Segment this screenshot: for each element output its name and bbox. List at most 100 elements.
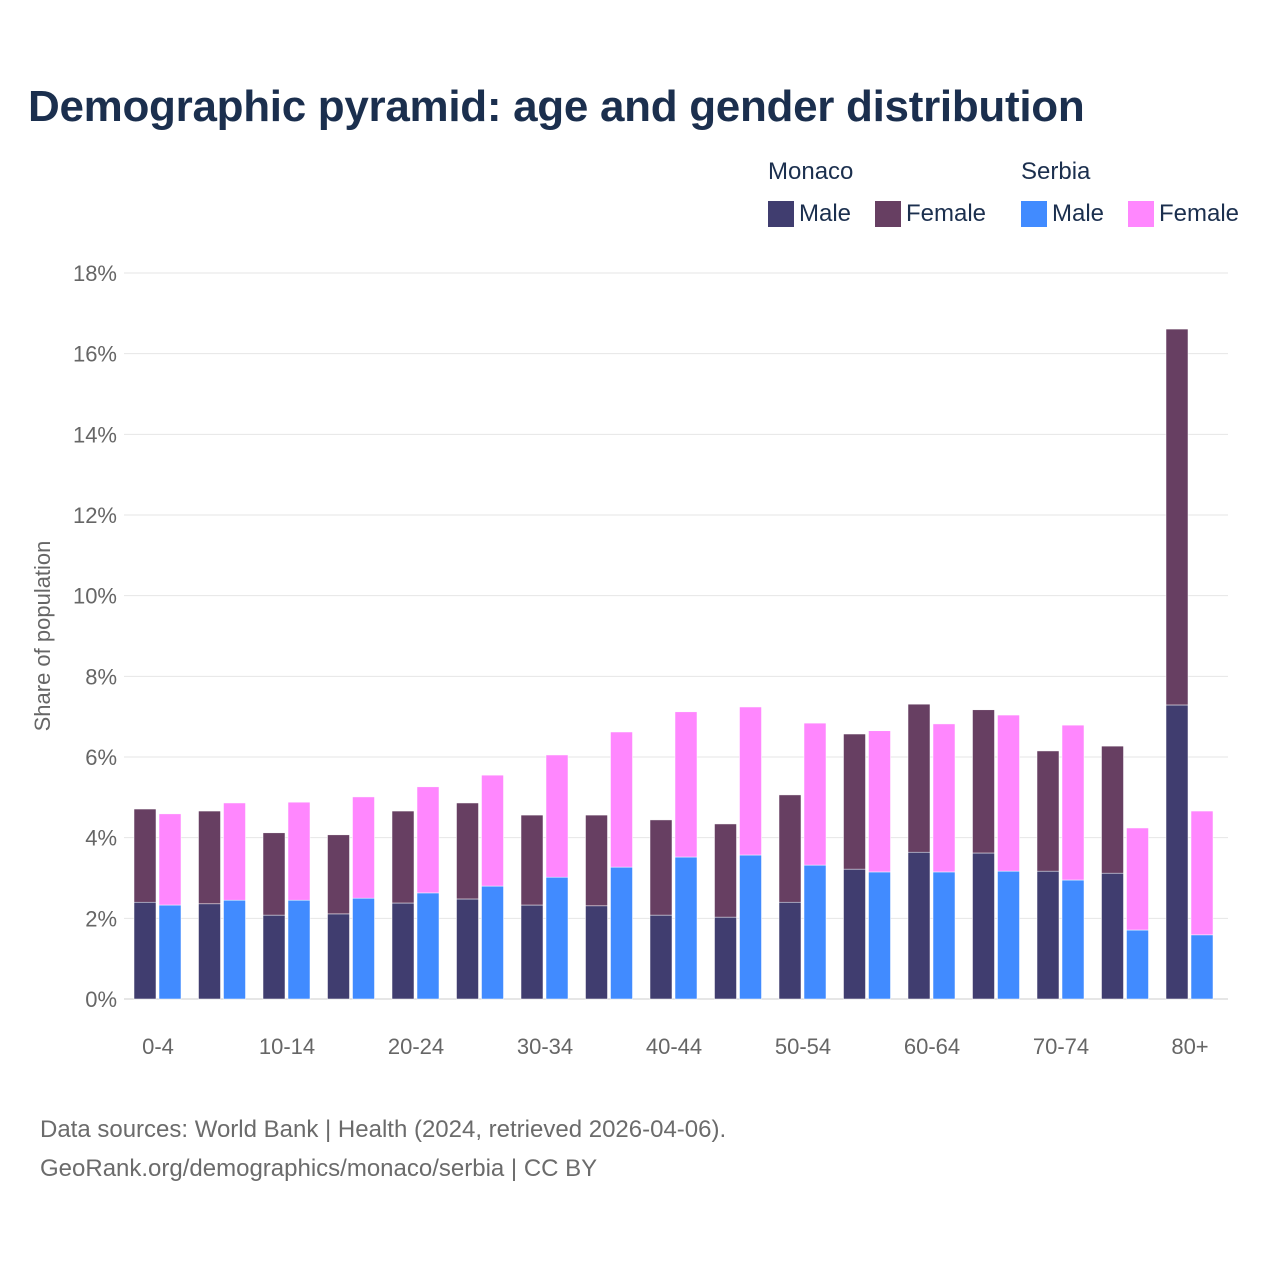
- bar-serbia-male: [416, 892, 440, 1000]
- legend-swatch: [1021, 201, 1047, 227]
- bar-monaco-female: [714, 823, 737, 918]
- bar-monaco-male: [907, 851, 931, 1000]
- bar-serbia-female: [1190, 810, 1214, 936]
- bar-serbia-female: [352, 796, 375, 899]
- legend-label: Female: [906, 200, 987, 227]
- x-tick-label: 80+: [1171, 1034, 1208, 1059]
- y-tick-label: 18%: [73, 261, 117, 286]
- source-url: GeoRank.org/demographics/monaco/serbia |…: [40, 1155, 598, 1182]
- bar-serbia-female: [932, 723, 956, 873]
- bar-monaco-female: [262, 832, 286, 916]
- bar-monaco-female: [843, 733, 866, 870]
- bar-monaco-male: [456, 898, 479, 1000]
- bar-monaco-female: [520, 814, 544, 906]
- bar-serbia-male: [545, 876, 569, 1000]
- bar-serbia-male: [868, 871, 891, 1000]
- bar-monaco-male: [585, 905, 608, 1000]
- bar-monaco-female: [972, 709, 995, 854]
- bar-monaco-male: [391, 902, 415, 1000]
- bar-monaco-male: [520, 904, 544, 1000]
- bar-serbia-male: [610, 866, 633, 1000]
- y-tick-label: 10%: [73, 584, 117, 609]
- bar-serbia-male: [1126, 929, 1149, 1000]
- y-axis-label: Share of population: [30, 541, 55, 732]
- y-tick-label: 8%: [85, 664, 117, 689]
- bar-serbia-male: [287, 899, 311, 1000]
- bar-serbia-male: [932, 871, 956, 1000]
- bar-serbia-female: [997, 714, 1020, 872]
- y-tick-label: 6%: [85, 745, 117, 770]
- legend-label: Male: [1052, 200, 1105, 227]
- legend-group-monaco: Monaco: [768, 158, 854, 185]
- bar-serbia-male: [223, 899, 246, 1000]
- bar-serbia-female: [545, 754, 569, 878]
- bar-monaco-female: [456, 802, 479, 900]
- bar-monaco-male: [1165, 704, 1189, 1000]
- bar-serbia-female: [223, 802, 246, 901]
- bar-serbia-female: [803, 722, 827, 866]
- bar-serbia-male: [803, 864, 827, 1000]
- bar-serbia-male: [481, 885, 504, 1000]
- legend-serbia-male[interactable]: Male: [1021, 200, 1104, 228]
- x-tick-label: 50-54: [775, 1034, 831, 1059]
- bar-serbia-female: [739, 706, 762, 856]
- bar-monaco-male: [133, 901, 157, 1000]
- legend-monaco-male[interactable]: Male: [768, 200, 851, 228]
- bar-monaco-female: [198, 810, 221, 905]
- chart-title: Demographic pyramid: age and gender dist…: [28, 82, 1085, 131]
- bar-serbia-male: [1190, 934, 1214, 1000]
- legend-serbia-female[interactable]: Female: [1128, 200, 1239, 228]
- legend-swatch: [1128, 201, 1154, 227]
- bar-serbia-female: [868, 730, 891, 873]
- bar-serbia-female: [481, 774, 504, 887]
- bar-serbia-male: [997, 870, 1020, 1000]
- x-tick-label: 10-14: [259, 1034, 315, 1059]
- bar-monaco-female: [391, 810, 415, 904]
- bar-serbia-female: [610, 731, 633, 868]
- bar-monaco-female: [778, 794, 802, 903]
- bar-monaco-male: [262, 914, 286, 1000]
- bar-serbia-male: [674, 856, 698, 1000]
- bar-monaco-female: [327, 834, 350, 915]
- bar-serbia-male: [739, 854, 762, 1000]
- bar-monaco-male: [714, 916, 737, 1000]
- y-tick-label: 14%: [73, 422, 117, 447]
- bar-serbia-female: [1061, 724, 1085, 881]
- bar-monaco-female: [1036, 750, 1060, 872]
- bar-serbia-female: [287, 801, 311, 901]
- bar-monaco-female: [649, 819, 673, 916]
- bar-monaco-male: [972, 852, 995, 1000]
- x-tick-label: 70-74: [1033, 1034, 1089, 1059]
- bar-serbia-female: [416, 786, 440, 894]
- bar-serbia-male: [352, 897, 375, 1000]
- y-tick-label: 0%: [85, 987, 117, 1012]
- x-tick-label: 20-24: [388, 1034, 444, 1059]
- bar-serbia-male: [158, 904, 182, 1000]
- bar-monaco-male: [198, 903, 221, 1000]
- legend-label: Female: [1159, 200, 1240, 227]
- y-tick-label: 16%: [73, 342, 117, 367]
- bar-monaco-male: [649, 914, 673, 1000]
- x-tick-label: 0-4: [142, 1034, 174, 1059]
- legend-monaco-female[interactable]: Female: [875, 200, 986, 228]
- bar-monaco-female: [133, 808, 157, 903]
- legend-swatch: [768, 201, 794, 227]
- bar-monaco-female: [1101, 745, 1124, 874]
- bar-monaco-female: [585, 814, 608, 907]
- bar-serbia-female: [674, 711, 698, 858]
- bar-serbia-female: [1126, 827, 1149, 931]
- bar-monaco-female: [907, 703, 931, 853]
- x-tick-label: 60-64: [904, 1034, 960, 1059]
- bar-serbia-male: [1061, 879, 1085, 1000]
- x-tick-label: 40-44: [646, 1034, 702, 1059]
- bar-serbia-female: [158, 813, 182, 906]
- y-tick-label: 4%: [85, 826, 117, 851]
- bar-monaco-male: [327, 913, 350, 1000]
- y-tick-label: 2%: [85, 906, 117, 931]
- bar-monaco-male: [1101, 872, 1124, 1000]
- bar-monaco-male: [1036, 870, 1060, 1000]
- bar-monaco-male: [778, 901, 802, 1000]
- legend-group-serbia: Serbia: [1021, 158, 1091, 185]
